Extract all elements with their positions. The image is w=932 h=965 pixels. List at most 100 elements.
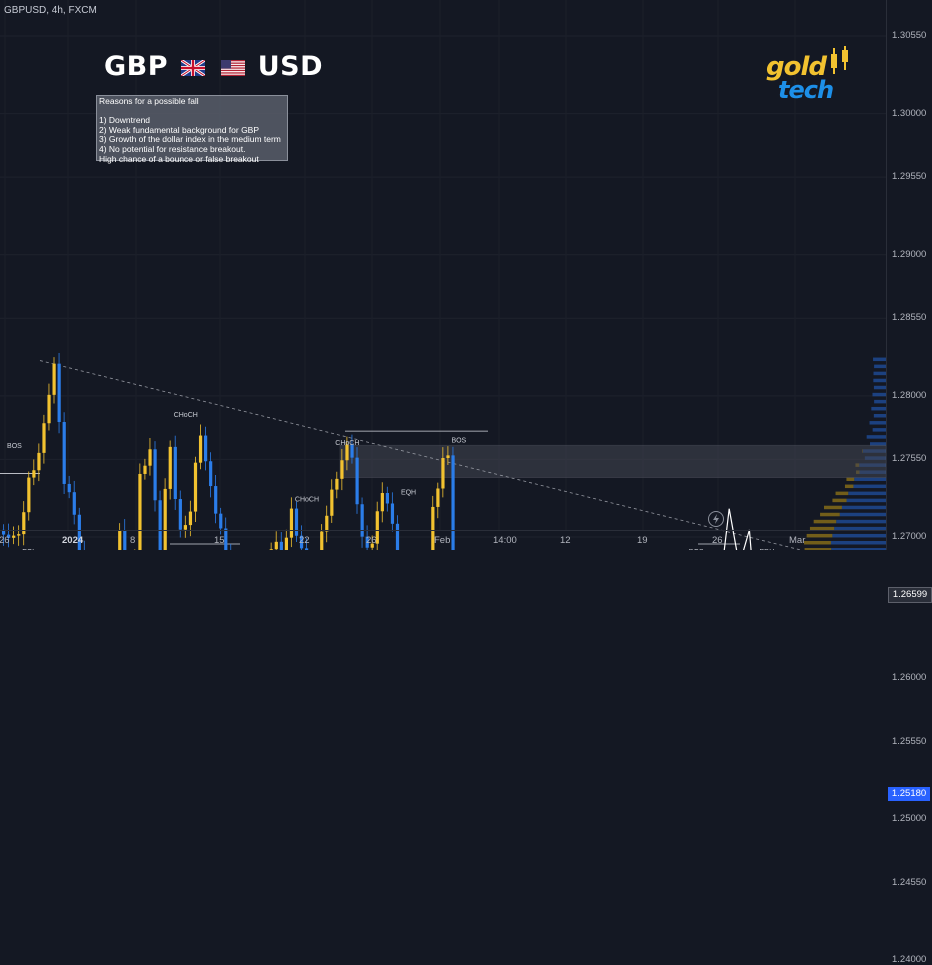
candle: [360, 497, 364, 548]
profile-bar: [870, 442, 886, 446]
profile-bar: [848, 491, 886, 496]
candle: [163, 478, 167, 550]
candle: [284, 529, 288, 550]
price-zone: [339, 444, 887, 478]
candle: [209, 452, 213, 498]
profile-bar: [871, 406, 886, 411]
candle: [451, 446, 455, 550]
candle: [193, 456, 198, 522]
candle: [158, 490, 162, 550]
price-tick-label: 1.25000: [892, 813, 927, 825]
candle: [178, 490, 182, 538]
candle: [345, 436, 349, 471]
time-tick-label: 2024: [62, 535, 84, 546]
structure-label: CHoCH: [174, 412, 198, 419]
candle: [27, 471, 31, 521]
logo-gold: gold: [766, 52, 827, 82]
candle: [62, 412, 66, 495]
price-tick-label: 1.29000: [892, 248, 927, 260]
candle: [52, 357, 56, 404]
candle: [12, 526, 16, 545]
profile-bar: [844, 484, 854, 489]
time-axis[interactable]: 26 2024 8 15 22 26 Feb 14:00 12 19 26 Mar: [0, 530, 886, 551]
time-tick-label: 15: [214, 535, 225, 546]
candle: [2, 524, 6, 546]
chart-title: GBP USD: [104, 51, 323, 82]
candle: [183, 515, 187, 538]
candle: [7, 523, 11, 548]
profile-bar: [832, 498, 847, 503]
current-price-tag: 1.26599: [888, 586, 932, 603]
profile-bar: [820, 512, 840, 517]
candle: [395, 515, 400, 550]
structure-label: EQL: [22, 549, 36, 550]
structure-label: BOS: [7, 443, 22, 450]
candle: [153, 441, 157, 512]
candle: [340, 448, 344, 491]
candle: [123, 519, 127, 550]
candle: [330, 479, 334, 523]
time-tick-label: Mar: [789, 535, 806, 546]
structure-label: CHoCH: [335, 440, 359, 447]
candle: [279, 532, 283, 550]
reason-item: 1) Downtrend: [99, 115, 151, 126]
price-tick-label: 1.26000: [892, 672, 927, 684]
price-tick-label: 1.30550: [892, 30, 927, 41]
candle: [294, 501, 299, 543]
profile-bar: [846, 498, 886, 503]
structure-label: BOS: [451, 437, 466, 444]
candle: [32, 459, 36, 486]
profile-bar: [872, 392, 886, 397]
candle: [436, 482, 440, 519]
price-tick-label: 1.30000: [892, 107, 927, 119]
price-axis[interactable]: 1.30550 1.30000 1.29550 1.29000 1.28550 1.280…: [886, 0, 932, 965]
profile-bar: [874, 399, 886, 404]
candle: [380, 482, 384, 523]
candle: [431, 495, 435, 550]
candle: [305, 538, 309, 550]
profile-bar: [872, 428, 886, 432]
candle: [274, 531, 278, 550]
time-tick-label: 8: [130, 535, 136, 546]
profile-bar: [836, 519, 886, 524]
candle: [390, 492, 395, 532]
time-tick-label: Feb: [434, 535, 451, 546]
reason-item: 2) Weak fundamental background for GBP: [99, 124, 260, 135]
lightning-icon[interactable]: [708, 511, 724, 527]
grid: [0, 0, 886, 550]
profile-bar: [839, 512, 886, 517]
candle: [47, 383, 51, 431]
candle: [77, 507, 81, 550]
candle: [214, 475, 218, 524]
profile-bar: [824, 505, 842, 510]
candle: [385, 486, 389, 512]
candle: [335, 471, 339, 499]
profile-bar: [834, 526, 886, 531]
price-tick-label: 1.29550: [892, 171, 927, 183]
candle: [355, 447, 359, 514]
candle: [118, 523, 122, 550]
time-tick-label: 14:00: [493, 535, 517, 546]
uk-flag-icon: [180, 59, 205, 76]
profile-bar: [832, 533, 886, 538]
reasons-textbox: Reasons for a possible fall 1) Downtrend…: [96, 95, 288, 163]
logo-tech: tech: [778, 76, 834, 104]
price-tick-label: 1.24550: [892, 876, 927, 888]
candle: [57, 352, 61, 434]
reason-item: 3) Growth of the dollar index in the med…: [99, 134, 281, 145]
candles: [2, 352, 455, 550]
symbol-info: GBPUSD, 4h, FXCM: [4, 5, 97, 16]
candle: [325, 505, 329, 543]
title-quote: USD: [257, 51, 324, 82]
goldtech-logo: gold tech: [766, 46, 856, 104]
price-tick-label: 1.27550: [892, 453, 927, 465]
candle: [224, 517, 228, 550]
reasons-heading: Reasons for a possible fall: [99, 96, 199, 106]
profile-bar: [841, 505, 886, 510]
candle: [148, 438, 152, 476]
reason-item: High chance of a bounce or false breakou…: [99, 153, 259, 164]
profile-bar: [854, 477, 886, 481]
time-tick-label: 22: [299, 535, 310, 546]
price-tick-label: 1.25550: [892, 735, 927, 747]
chart-canvas: BOSEQLCHoCHCHoCHEQLCHoCHCHoCHCHoCHEQHCHo…: [0, 0, 887, 550]
